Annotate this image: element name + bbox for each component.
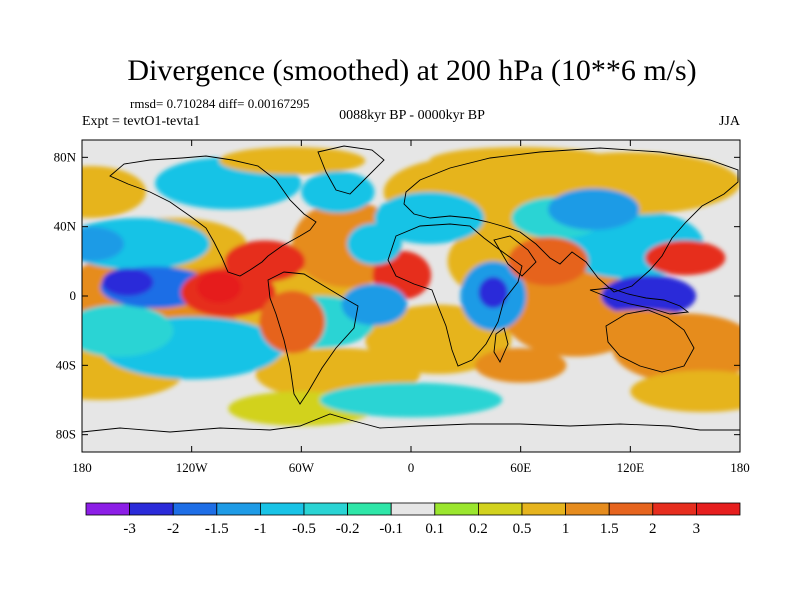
latitude-axis: 80N 40N 0 40S 80S: [54, 149, 740, 442]
field-patch-42: [82, 226, 125, 262]
coast-antarctica: [82, 413, 740, 433]
colorbar-swatch-8: [434, 502, 479, 516]
field-patch-45: [301, 171, 375, 213]
longitude-axis: 180 120W 60W 0 60E 120E 180: [72, 140, 750, 475]
colorbar-swatch-0: [85, 502, 130, 516]
lon-label-5: 120E: [617, 460, 645, 475]
rmsd-diff-label: rmsd= 0.710284 diff= 0.00167295: [130, 96, 309, 111]
lat-label-3: 40S: [56, 357, 76, 372]
lon-label-6: 180: [730, 460, 750, 475]
colorbar-swatch-12: [608, 502, 654, 516]
colorbar-label-4: -0.5: [292, 521, 316, 537]
field-patch-17: [82, 218, 210, 270]
colorbar-label-5: -0.2: [336, 521, 360, 537]
colorbar-swatch-10: [521, 502, 566, 516]
colorbar-label-8: 0.2: [469, 521, 488, 537]
lon-label-4: 60E: [510, 460, 531, 475]
map-title: Divergence (smoothed) at 200 hPa (10**6 …: [127, 54, 696, 87]
coast-greenland: [317, 145, 385, 195]
field-patch-25: [429, 146, 613, 175]
field-patch-41: [548, 188, 640, 231]
field-patch-3: [292, 200, 402, 288]
colorbar-swatch-5: [303, 502, 348, 516]
colorbar-label-7: 0.1: [425, 521, 444, 537]
colorbar-swatch-9: [477, 502, 523, 516]
lon-label-1: 120W: [176, 460, 209, 475]
colorbar-label-6: -0.1: [379, 521, 403, 537]
colorbar-swatch-3: [216, 502, 261, 516]
field-patch-23: [82, 166, 146, 218]
colorbar-swatch-14: [696, 502, 741, 516]
colorbar-swatch-7: [390, 502, 436, 516]
field-patch-27: [102, 268, 154, 296]
lon-label-3: 0: [408, 460, 415, 475]
coast-indonesia: [589, 287, 690, 315]
lat-label-2: 0: [70, 288, 77, 303]
field-patch-39: [341, 283, 408, 326]
colorbar-label-2: -1.5: [205, 521, 229, 537]
field-patch-29: [197, 271, 242, 303]
lon-label-2: 60W: [289, 460, 315, 475]
divergence-field: [82, 146, 740, 426]
map-area: [81, 139, 741, 453]
colorbar-swatch-6: [347, 502, 392, 516]
lat-label-0: 80N: [54, 149, 77, 164]
field-patch-36: [648, 280, 686, 305]
field-patch-22: [82, 304, 174, 357]
lat-label-1: 40N: [54, 219, 77, 234]
colorbar-swatch-13: [652, 502, 697, 516]
colorbar-label-12: 2: [649, 521, 657, 537]
colorbar: -3 -2 -1.5 -1 -0.5 -0.2 -0.1 0.1 0.2 0.5 1 1.5 2 3: [85, 502, 741, 537]
field-patch-14: [630, 370, 740, 413]
colorbar-swatch-1: [129, 502, 174, 516]
lon-label-0: 180: [72, 460, 92, 475]
colorbar-label-13: 3: [693, 521, 701, 537]
colorbar-swatch-2: [172, 502, 218, 516]
coast-australia: [605, 309, 695, 373]
coastlines: [82, 145, 740, 433]
experiment-label: Expt = tevtO1-tevta1: [82, 114, 200, 129]
field-patch-40: [507, 237, 589, 286]
field-patch-38: [566, 309, 713, 352]
colorbar-label-0: -3: [123, 521, 136, 537]
colorbar-swatch-4: [259, 502, 305, 516]
field-patch-37: [644, 240, 726, 276]
field-patch-30: [224, 240, 305, 283]
field-patch-34: [478, 276, 508, 309]
colorbar-label-1: -2: [167, 521, 180, 537]
field-patch-16: [319, 382, 503, 418]
field-patch-43: [347, 223, 402, 265]
coast-eurasia: [403, 147, 739, 293]
season-label: JJA: [719, 114, 741, 129]
coast-africa: [387, 223, 523, 367]
field-patch-31: [259, 290, 326, 354]
coast-arabia: [493, 235, 537, 277]
colorbar-label-9: 0.5: [513, 521, 532, 537]
lat-label-4: 80S: [56, 427, 76, 442]
field-patch-24: [219, 146, 366, 175]
colorbar-label-3: -1: [254, 521, 267, 537]
field-patch-44: [474, 348, 567, 383]
colorbar-label-10: 1: [562, 521, 570, 537]
period-label: 0088kyr BP - 0000kyr BP: [339, 108, 485, 123]
colorbar-swatch-11: [565, 502, 610, 516]
coast-madagascar: [493, 327, 509, 363]
coast-north-america: [109, 155, 317, 277]
coast-south-america: [267, 271, 359, 405]
colorbar-label-11: 1.5: [600, 521, 619, 537]
